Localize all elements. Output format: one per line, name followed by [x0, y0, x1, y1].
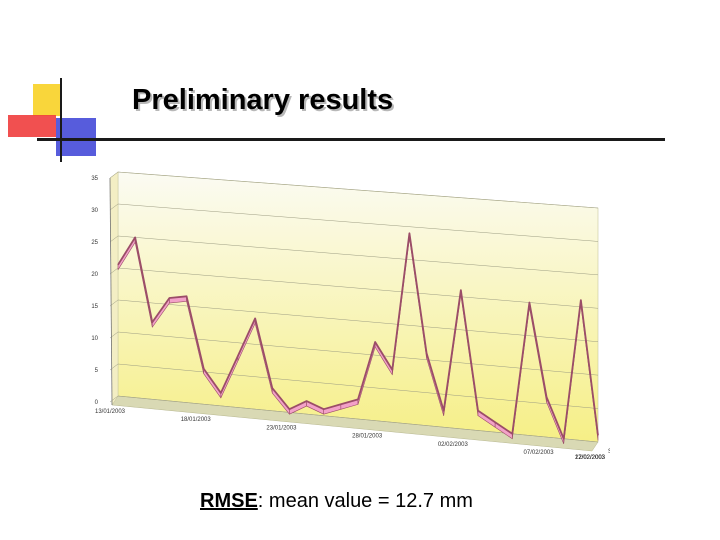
- x-tick-label: 12/02/2003: [575, 455, 606, 461]
- y-tick-label: 10: [91, 336, 98, 342]
- x-tick-label: 02/02/2003: [438, 442, 469, 448]
- title-divider: [37, 138, 665, 141]
- x-tick-label: 13/01/2003: [95, 409, 126, 415]
- side-gridline: [109, 235, 119, 243]
- series-line: [117, 232, 599, 440]
- y-tick-label: 30: [91, 208, 98, 214]
- rmse-term: RMSE: [200, 490, 258, 512]
- logo-red-bar: [8, 115, 56, 137]
- y-tick-label: 25: [91, 240, 98, 246]
- side-gridline: [109, 171, 119, 179]
- rmse-caption: RMSE: mean value = 12.7 mm: [200, 490, 473, 513]
- gridline: [117, 235, 599, 276]
- y-tick-label: 5: [95, 368, 99, 374]
- slide-logo: [8, 78, 105, 162]
- chart: 35 30 25 20 15 10 5 0 13/01/2003 18/01/2003 23/01/…: [91, 171, 610, 461]
- x-tick-label: 07/02/2003: [524, 450, 555, 456]
- gridline: [117, 203, 599, 242]
- slide-title: Preliminary results: [132, 84, 394, 116]
- gridline: [117, 331, 599, 376]
- side-gridline: [109, 203, 119, 211]
- side-gridline: [109, 267, 119, 275]
- gridline: [117, 395, 599, 443]
- logo-blue-square: [56, 118, 96, 156]
- x-tick-label: 23/01/2003: [266, 425, 297, 431]
- x-tick-label: 22/02/2003: [575, 455, 606, 461]
- gridline: [117, 299, 599, 342]
- y-tick-label: 35: [91, 176, 98, 182]
- x-tick-label: 17/02/2003: [575, 455, 606, 461]
- x-tick-label: 18/01/2003: [181, 417, 212, 423]
- side-gridline: [109, 395, 119, 403]
- y-tick-label: 0: [95, 400, 99, 406]
- x-tick-label: 28/01/2003: [352, 434, 383, 440]
- y-tick-label: 15: [91, 304, 98, 310]
- series-name-label: S1: [608, 449, 610, 455]
- y-axis-line: [109, 177, 113, 406]
- y-tick-label: 20: [91, 272, 98, 278]
- gridline: [117, 267, 599, 309]
- logo-yellow-square: [33, 84, 61, 116]
- gridline: [117, 171, 599, 209]
- rmse-text: : mean value = 12.7 mm: [257, 490, 473, 512]
- gridline: [117, 363, 599, 409]
